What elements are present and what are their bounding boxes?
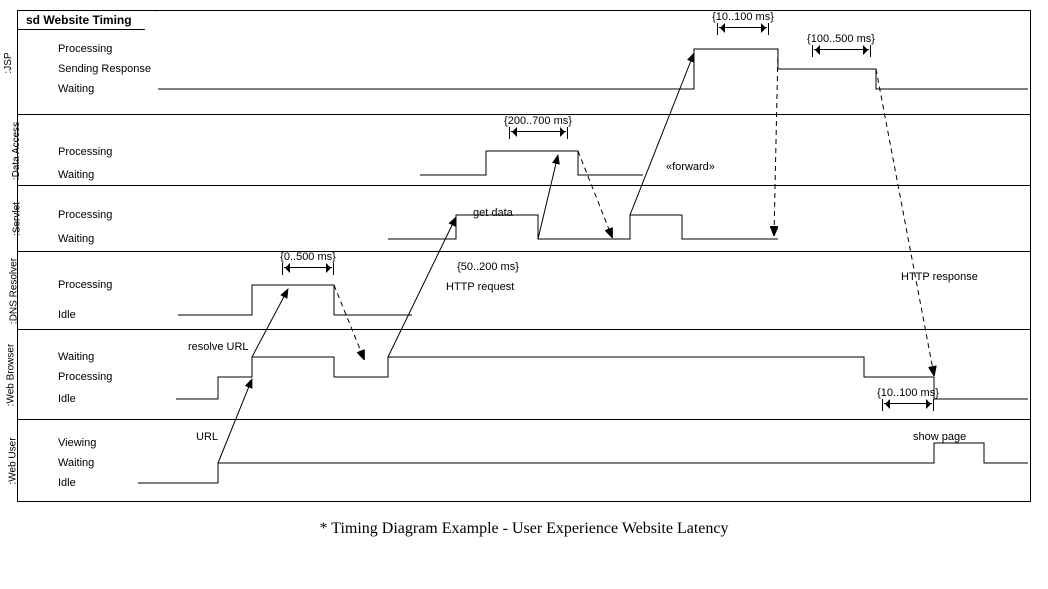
message-label: «forward» <box>666 161 715 173</box>
state-label: Idle <box>58 393 76 405</box>
lane-label-data: :Data Access <box>10 115 46 186</box>
duration-constraint: {10..100 ms} <box>868 387 948 409</box>
state-label: Processing <box>58 371 112 383</box>
state-label: Waiting <box>58 169 94 181</box>
state-label: Waiting <box>58 457 94 469</box>
duration-constraint: {100..500 ms} <box>796 33 886 55</box>
diagram-frame: sd Website Timing :JSPProcessingSending … <box>17 10 1031 502</box>
caption: * Timing Diagram Example - User Experien… <box>18 520 1030 538</box>
message-label: HTTP request <box>446 281 514 293</box>
state-label: Processing <box>58 146 112 158</box>
message-label: show page <box>913 431 966 443</box>
state-label: Idle <box>58 309 76 321</box>
lane-jsp: :JSP <box>18 11 1030 114</box>
message-label: resolve URL <box>188 341 249 353</box>
lane-label-user: :Web User <box>8 420 49 502</box>
lane-servlet: :Servlet <box>18 185 1030 252</box>
message-label: URL <box>196 431 218 443</box>
state-label: Waiting <box>58 351 94 363</box>
state-label: Processing <box>58 43 112 55</box>
lane-label-servlet: :Servlet <box>12 186 45 252</box>
message-label: get data <box>473 207 513 219</box>
state-label: Waiting <box>58 83 94 95</box>
lane-user: :Web User <box>18 419 1030 502</box>
state-label: Waiting <box>58 233 94 245</box>
duration-constraint: {0..500 ms} <box>268 251 348 273</box>
state-label: Viewing <box>58 437 96 449</box>
duration-constraint: {10..100 ms} <box>703 11 783 33</box>
message-label: HTTP response <box>901 271 978 283</box>
duration-constraint: {50..200 ms} <box>443 261 533 273</box>
duration-constraint: {200..700 ms} <box>493 115 583 137</box>
lane-label-browser: :Web Browser <box>6 330 51 420</box>
lane-label-jsp: :JSP <box>2 11 54 114</box>
lane-label-dns: :DNS Resolver <box>9 252 48 330</box>
state-label: Processing <box>58 279 112 291</box>
state-label: Sending Response <box>58 63 151 75</box>
state-label: Idle <box>58 477 76 489</box>
state-label: Processing <box>58 209 112 221</box>
